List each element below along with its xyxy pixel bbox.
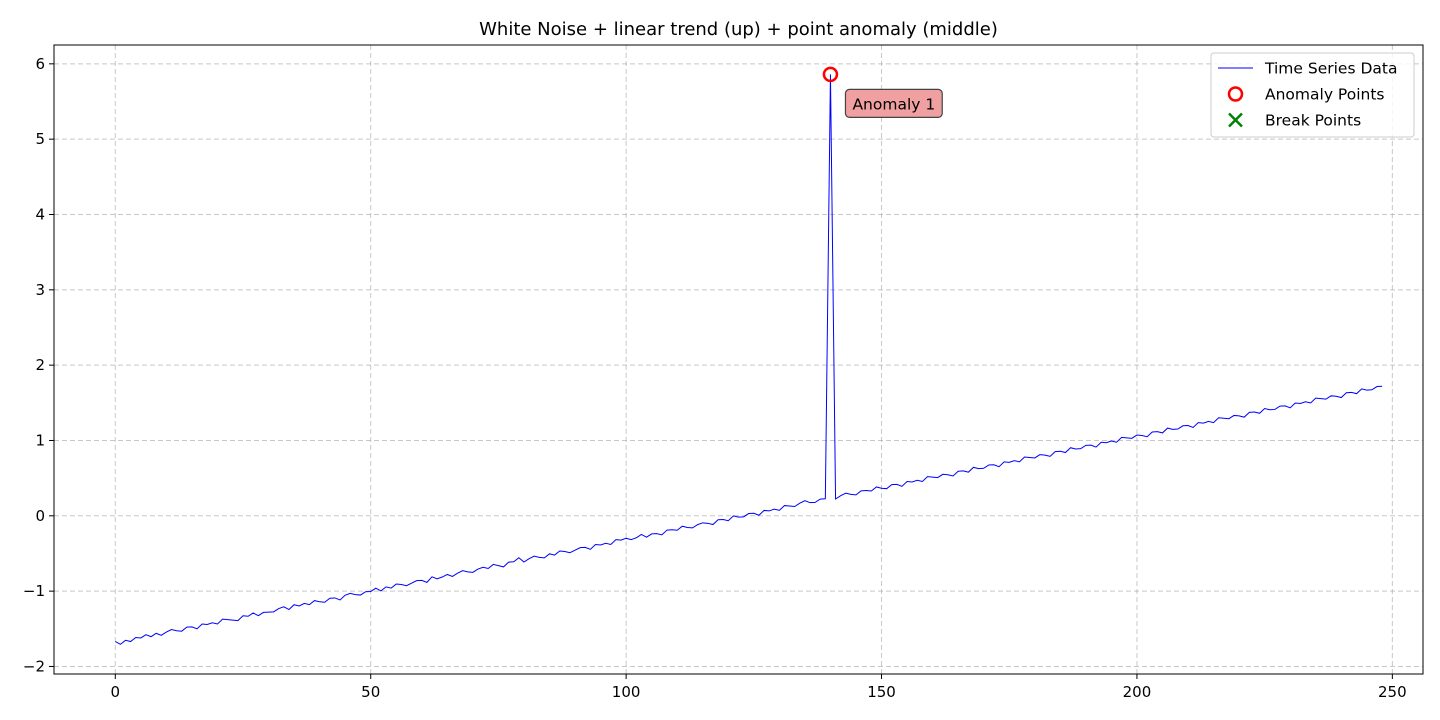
- plot-frame: [53, 44, 1424, 675]
- ticks-layer: 0 50 100 150 200 250 −2 −1 0 1 2 3 4 5 6: [23, 55, 1407, 701]
- y-tick-label: 3: [35, 281, 45, 299]
- x-tick-label: 200: [1123, 683, 1152, 701]
- y-tick-label: 1: [35, 431, 45, 449]
- grid-layer: [54, 45, 1423, 674]
- legend-entry: Time Series Data: [1218, 60, 1397, 78]
- anomaly-layer: [822, 66, 839, 83]
- y-tick-label: −1: [23, 582, 45, 600]
- legend-frame: [1210, 52, 1415, 138]
- legend-label: Anomaly Points: [1265, 86, 1384, 104]
- legend: Time Series Data Anomaly Points Break Poin…: [1210, 52, 1415, 138]
- axes-layer: [53, 44, 1424, 675]
- x-tick-label: 0: [111, 683, 121, 701]
- y-tick-label: 2: [35, 356, 45, 374]
- annotation-layer: Anomaly 1: [844, 88, 943, 118]
- x-tick-label: 50: [361, 683, 380, 701]
- anomaly-marker: [822, 66, 839, 83]
- y-tick-label: −2: [23, 657, 45, 675]
- y-tick-label: 5: [35, 130, 45, 148]
- legend-label: Break Points: [1265, 112, 1361, 130]
- series-line-time-series-data: [115, 74, 1383, 645]
- y-tick-label: 0: [35, 507, 45, 525]
- legend-label: Time Series Data: [1264, 60, 1397, 78]
- legend-circle-swatch: [1227, 86, 1244, 102]
- legend-entry: Anomaly Points: [1227, 86, 1384, 104]
- chart-title: White Noise + linear trend (up) + point …: [479, 19, 998, 40]
- legend-entry: Break Points: [1228, 112, 1361, 130]
- annotation-text: Anomaly 1: [852, 95, 935, 113]
- y-tick-label: 4: [35, 205, 45, 223]
- annotation-anomaly-1: Anomaly 1: [844, 88, 943, 118]
- series-layer: [115, 74, 1383, 645]
- legend-x-swatch: [1228, 112, 1243, 128]
- x-tick-label: 100: [612, 683, 641, 701]
- annotation-box: [844, 88, 943, 118]
- x-tick-label: 150: [867, 683, 896, 701]
- x-tick-label: 250: [1378, 683, 1407, 701]
- y-tick-label: 6: [35, 55, 45, 73]
